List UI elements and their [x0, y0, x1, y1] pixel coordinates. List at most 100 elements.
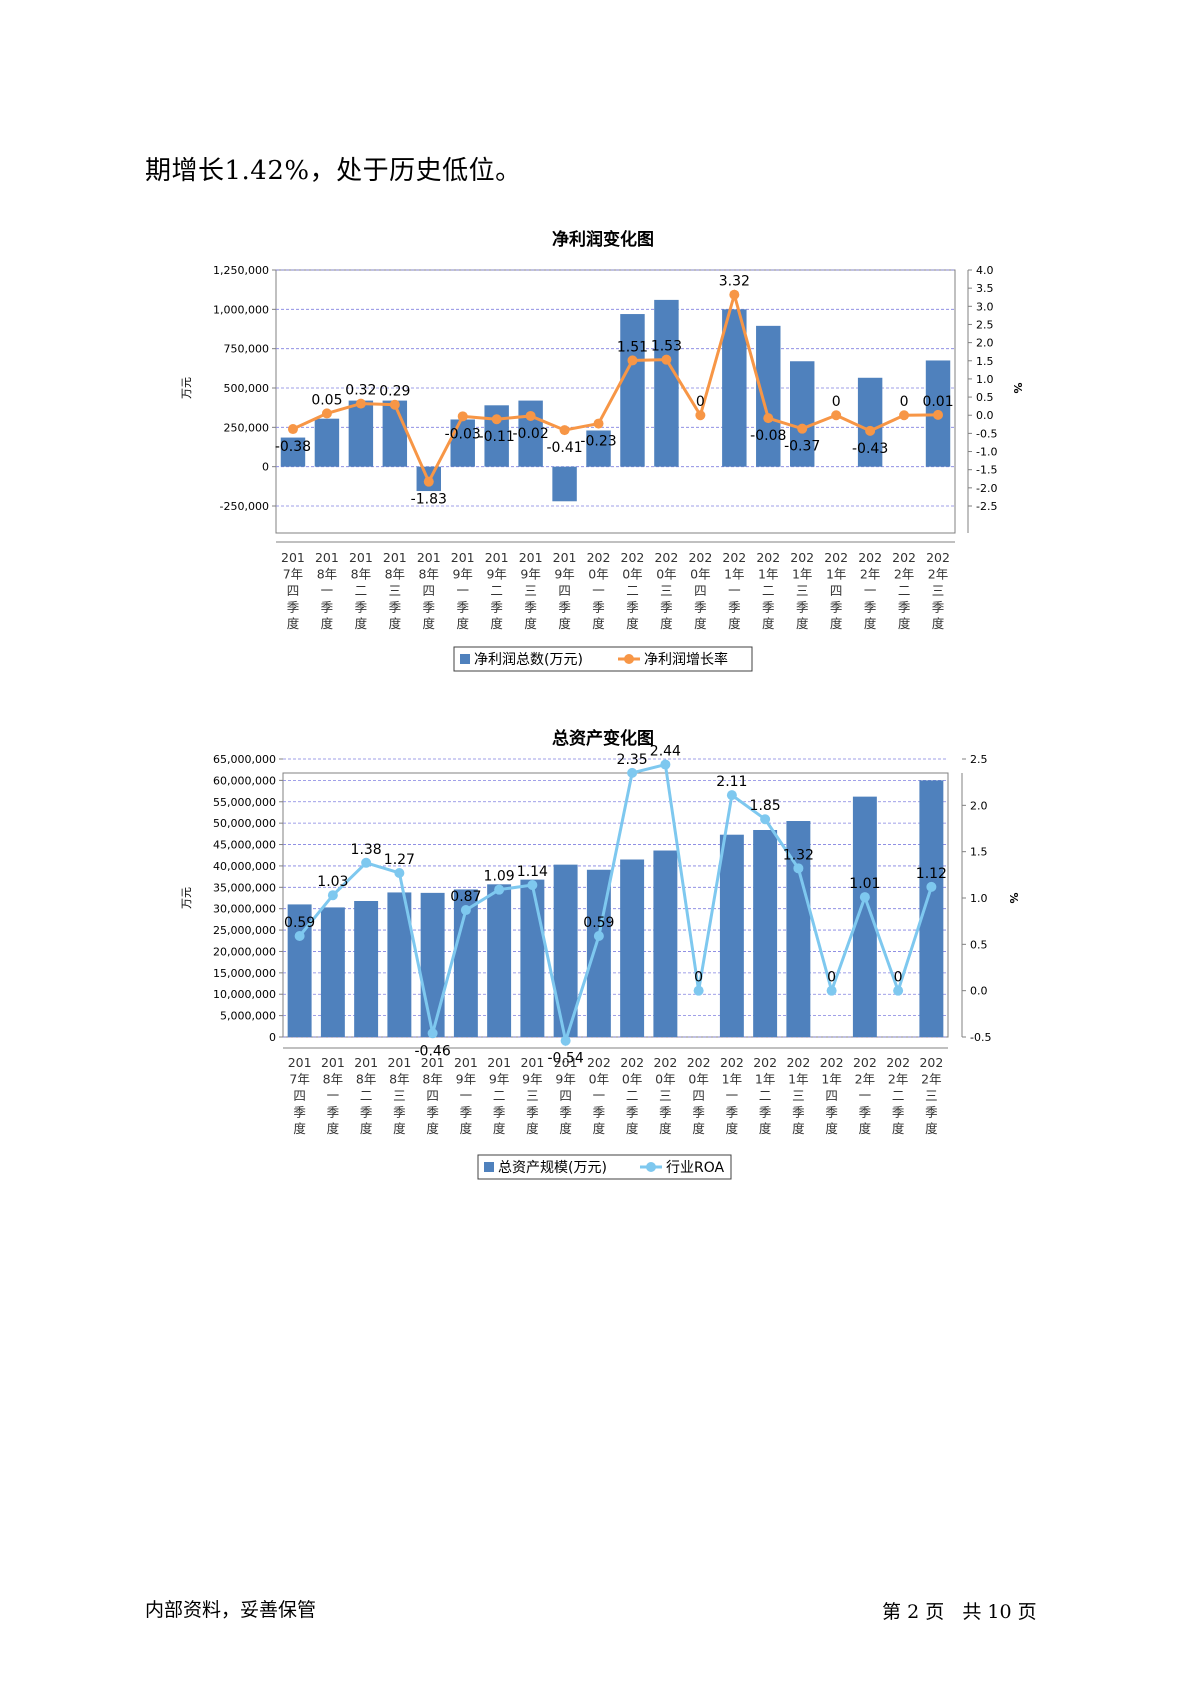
legend-bar-label: 净利润总数(万元) — [474, 652, 583, 668]
x-tick-label: 9年 — [486, 567, 506, 582]
x-tick-label: 三 — [932, 583, 945, 598]
data-label: 0 — [827, 970, 836, 986]
x-tick-label: 度 — [694, 616, 707, 631]
line-point — [427, 1028, 438, 1039]
bar — [857, 377, 883, 467]
x-tick-label: 1年 — [821, 1072, 841, 1087]
x-tick-label: 度 — [456, 616, 469, 631]
bar — [487, 884, 512, 1037]
x-tick-label: 1年 — [722, 1072, 742, 1087]
x-tick-label: 度 — [460, 1121, 473, 1136]
x-tick-label: 9年 — [489, 1072, 509, 1087]
y-tick-label: 60,000,000 — [213, 774, 276, 787]
data-label: 0.29 — [379, 384, 410, 400]
x-tick-label: 季 — [796, 600, 809, 615]
x-tick-label: 8年 — [356, 1072, 376, 1087]
x-tick-label: 季 — [728, 600, 741, 615]
x-tick-label: 度 — [327, 1121, 340, 1136]
bar — [852, 796, 877, 1037]
x-tick-label: 季 — [762, 600, 775, 615]
line-point — [627, 767, 638, 778]
x-tick-label: 9年 — [456, 1072, 476, 1087]
data-label: -0.08 — [750, 428, 786, 444]
line-point — [926, 881, 937, 892]
x-tick-label: 7年 — [283, 567, 303, 582]
x-tick-label: 四 — [558, 583, 571, 598]
legend-bar-swatch — [484, 1162, 494, 1172]
x-tick-label: 2年 — [860, 567, 880, 582]
bar — [756, 325, 781, 467]
y-tick-label: 10,000,000 — [213, 988, 276, 1001]
x-tick-label: 季 — [692, 1105, 705, 1120]
data-label: 0.01 — [922, 394, 953, 410]
data-label: -0.11 — [479, 429, 515, 445]
x-tick-label: 201 — [421, 1055, 445, 1070]
x-tick-label: 三 — [526, 1088, 539, 1103]
line-point — [559, 425, 570, 436]
x-tick-label: 2年 — [928, 567, 948, 582]
x-tick-label: 8年 — [389, 1072, 409, 1087]
y2-axis-label: % — [1011, 382, 1024, 393]
x-tick-label: 季 — [287, 600, 300, 615]
x-tick-label: 度 — [859, 1121, 872, 1136]
x-tick-label: 8年 — [317, 567, 337, 582]
bar — [719, 834, 744, 1037]
x-tick-label: 8年 — [419, 567, 439, 582]
line-point — [693, 985, 704, 996]
x-tick-label: 202 — [654, 550, 678, 565]
x-tick-label: 四 — [287, 583, 300, 598]
y2-tick-label: 0.5 — [976, 391, 994, 404]
x-tick-label: 四 — [830, 583, 843, 598]
x-tick-label: 一 — [864, 583, 877, 598]
x-tick-label: 9年 — [520, 567, 540, 582]
bar — [586, 430, 611, 467]
x-tick-label: 季 — [859, 1105, 872, 1120]
legend-box — [477, 1154, 732, 1180]
x-tick-label: 202 — [722, 550, 746, 565]
total-assets-chart-svg: 总资产变化图 65,000,000 60,000,000 55,000,000 50,0… — [180, 728, 1020, 1180]
x-tick-label: 季 — [660, 600, 673, 615]
y-tick-label: 45,000,000 — [213, 839, 276, 852]
x-tick-label: 度 — [524, 616, 537, 631]
y2-tick-label: 3.5 — [976, 282, 994, 295]
legend-bar-swatch — [460, 654, 470, 664]
y-tick-label: 750,000 — [224, 343, 270, 356]
x-tick-label: 202 — [756, 550, 780, 565]
x-tick-label: 201 — [349, 550, 373, 565]
x-tick-label: 度 — [759, 1121, 772, 1136]
x-tick-label: 度 — [660, 616, 673, 631]
data-label: -0.37 — [784, 439, 820, 455]
data-label: 3.32 — [719, 274, 750, 290]
bar — [620, 314, 645, 467]
bar — [753, 829, 778, 1037]
x-tick-label: 度 — [925, 1121, 938, 1136]
x-tick-label: 四 — [559, 1088, 572, 1103]
x-tick-label: 202 — [820, 1055, 844, 1070]
x-tick-label: 度 — [864, 616, 877, 631]
x-tick-label: 1年 — [755, 1072, 775, 1087]
bar — [354, 900, 379, 1037]
y-tick-label: 500,000 — [224, 382, 270, 395]
x-tick-label: 季 — [626, 600, 639, 615]
x-tick-label: 2年 — [921, 1072, 941, 1087]
line-point — [593, 930, 604, 941]
data-label: 1.03 — [317, 874, 348, 890]
plot-frame — [282, 772, 949, 1038]
x-tick-label: 季 — [393, 1105, 406, 1120]
x-tick-label: 0年 — [690, 567, 710, 582]
line-point — [460, 905, 471, 916]
line-point — [831, 410, 842, 421]
x-tick-label: 9年 — [555, 1072, 575, 1087]
bar — [790, 361, 815, 467]
legend-line-marker — [646, 1162, 656, 1172]
current-page: 2 — [907, 1601, 920, 1623]
total-assets-chart: 总资产变化图 65,000,000 60,000,000 55,000,000 50,0… — [0, 717, 1191, 1182]
x-tick-label: 季 — [898, 600, 911, 615]
x-tick-label: 三 — [524, 583, 537, 598]
y-tick-label: 15,000,000 — [213, 967, 276, 980]
x-tick-label: 度 — [792, 1121, 805, 1136]
y2-tick-label: 2.0 — [970, 799, 988, 812]
data-label: 0 — [900, 394, 909, 410]
data-label: -0.03 — [445, 426, 481, 442]
x-tick-label: 度 — [626, 616, 639, 631]
